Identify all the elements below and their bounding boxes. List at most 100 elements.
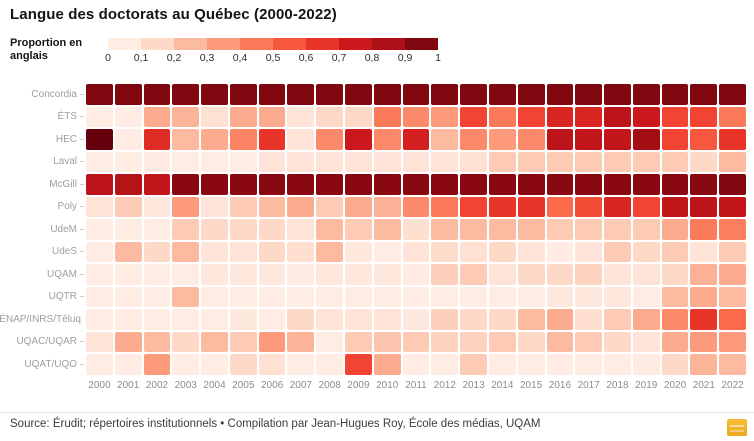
heatmap-cell[interactable] bbox=[546, 219, 574, 240]
heatmap-cell[interactable] bbox=[719, 331, 746, 352]
heatmap-cell[interactable] bbox=[431, 354, 459, 375]
heatmap-cell[interactable] bbox=[172, 174, 200, 195]
heatmap-cell[interactable] bbox=[287, 151, 315, 172]
heatmap-cell[interactable] bbox=[402, 151, 430, 172]
heatmap-cell[interactable] bbox=[229, 219, 257, 240]
heatmap-cell[interactable] bbox=[604, 106, 631, 127]
heatmap-cell[interactable] bbox=[661, 241, 689, 262]
heatmap-cell[interactable] bbox=[316, 286, 344, 307]
heatmap-cell[interactable] bbox=[719, 309, 746, 330]
heatmap-cell[interactable] bbox=[632, 196, 660, 217]
heatmap-cell[interactable] bbox=[229, 331, 257, 352]
heatmap-cell[interactable] bbox=[632, 129, 660, 150]
heatmap-cell[interactable] bbox=[546, 84, 574, 105]
heatmap-cell[interactable] bbox=[690, 219, 718, 240]
heatmap-cell[interactable] bbox=[373, 331, 401, 352]
heatmap-cell[interactable] bbox=[460, 174, 487, 195]
heatmap-cell[interactable] bbox=[604, 174, 631, 195]
heatmap-cell[interactable] bbox=[143, 219, 171, 240]
heatmap-cell[interactable] bbox=[719, 354, 746, 375]
heatmap-cell[interactable] bbox=[201, 286, 228, 307]
heatmap-cell[interactable] bbox=[172, 309, 200, 330]
heatmap-cell[interactable] bbox=[575, 286, 603, 307]
heatmap-cell[interactable] bbox=[661, 331, 689, 352]
heatmap-cell[interactable] bbox=[632, 174, 660, 195]
heatmap-cell[interactable] bbox=[546, 196, 574, 217]
heatmap-cell[interactable] bbox=[143, 354, 171, 375]
heatmap-cell[interactable] bbox=[345, 331, 372, 352]
heatmap-cell[interactable] bbox=[258, 196, 286, 217]
heatmap-cell[interactable] bbox=[287, 84, 315, 105]
heatmap-cell[interactable] bbox=[632, 241, 660, 262]
heatmap-cell[interactable] bbox=[575, 84, 603, 105]
heatmap-cell[interactable] bbox=[488, 219, 516, 240]
heatmap-cell[interactable] bbox=[546, 354, 574, 375]
heatmap-cell[interactable] bbox=[402, 286, 430, 307]
heatmap-cell[interactable] bbox=[172, 219, 200, 240]
heatmap-cell[interactable] bbox=[546, 241, 574, 262]
heatmap-cell[interactable] bbox=[460, 354, 487, 375]
heatmap-cell[interactable] bbox=[546, 174, 574, 195]
heatmap-cell[interactable] bbox=[373, 196, 401, 217]
heatmap-cell[interactable] bbox=[661, 106, 689, 127]
heatmap-cell[interactable] bbox=[719, 264, 746, 285]
heatmap-cell[interactable] bbox=[460, 151, 487, 172]
heatmap-cell[interactable] bbox=[402, 196, 430, 217]
heatmap-cell[interactable] bbox=[201, 151, 228, 172]
heatmap-cell[interactable] bbox=[258, 106, 286, 127]
heatmap-cell[interactable] bbox=[632, 106, 660, 127]
heatmap-cell[interactable] bbox=[719, 129, 746, 150]
heatmap-cell[interactable] bbox=[690, 174, 718, 195]
heatmap-cell[interactable] bbox=[517, 354, 545, 375]
heatmap-cell[interactable] bbox=[402, 331, 430, 352]
heatmap-cell[interactable] bbox=[575, 241, 603, 262]
heatmap-cell[interactable] bbox=[431, 264, 459, 285]
heatmap-cell[interactable] bbox=[316, 219, 344, 240]
heatmap-cell[interactable] bbox=[431, 151, 459, 172]
heatmap-cell[interactable] bbox=[172, 129, 200, 150]
heatmap-cell[interactable] bbox=[201, 241, 228, 262]
heatmap-cell[interactable] bbox=[431, 174, 459, 195]
heatmap-cell[interactable] bbox=[719, 174, 746, 195]
heatmap-cell[interactable] bbox=[201, 219, 228, 240]
heatmap-cell[interactable] bbox=[546, 106, 574, 127]
heatmap-cell[interactable] bbox=[719, 219, 746, 240]
heatmap-cell[interactable] bbox=[373, 309, 401, 330]
heatmap-cell[interactable] bbox=[345, 354, 372, 375]
heatmap-cell[interactable] bbox=[229, 84, 257, 105]
heatmap-cell[interactable] bbox=[604, 264, 631, 285]
heatmap-cell[interactable] bbox=[287, 309, 315, 330]
heatmap-cell[interactable] bbox=[345, 241, 372, 262]
heatmap-cell[interactable] bbox=[690, 151, 718, 172]
heatmap-cell[interactable] bbox=[143, 129, 171, 150]
heatmap-cell[interactable] bbox=[719, 196, 746, 217]
heatmap-cell[interactable] bbox=[402, 241, 430, 262]
heatmap-cell[interactable] bbox=[86, 354, 113, 375]
heatmap-cell[interactable] bbox=[517, 286, 545, 307]
heatmap-cell[interactable] bbox=[460, 196, 487, 217]
heatmap-cell[interactable] bbox=[201, 309, 228, 330]
heatmap-cell[interactable] bbox=[287, 331, 315, 352]
heatmap-cell[interactable] bbox=[488, 286, 516, 307]
heatmap-cell[interactable] bbox=[402, 106, 430, 127]
heatmap-cell[interactable] bbox=[172, 264, 200, 285]
heatmap-cell[interactable] bbox=[316, 174, 344, 195]
heatmap-cell[interactable] bbox=[229, 129, 257, 150]
heatmap-cell[interactable] bbox=[460, 106, 487, 127]
heatmap-cell[interactable] bbox=[86, 219, 113, 240]
heatmap-cell[interactable] bbox=[345, 286, 372, 307]
heatmap-cell[interactable] bbox=[690, 264, 718, 285]
heatmap-cell[interactable] bbox=[86, 286, 113, 307]
heatmap-cell[interactable] bbox=[373, 174, 401, 195]
heatmap-cell[interactable] bbox=[431, 84, 459, 105]
heatmap-cell[interactable] bbox=[690, 354, 718, 375]
heatmap-cell[interactable] bbox=[632, 151, 660, 172]
heatmap-cell[interactable] bbox=[316, 84, 344, 105]
heatmap-cell[interactable] bbox=[661, 286, 689, 307]
heatmap-cell[interactable] bbox=[460, 219, 487, 240]
heatmap-cell[interactable] bbox=[488, 129, 516, 150]
heatmap-cell[interactable] bbox=[86, 106, 113, 127]
heatmap-cell[interactable] bbox=[402, 264, 430, 285]
heatmap-cell[interactable] bbox=[201, 174, 228, 195]
heatmap-cell[interactable] bbox=[258, 129, 286, 150]
